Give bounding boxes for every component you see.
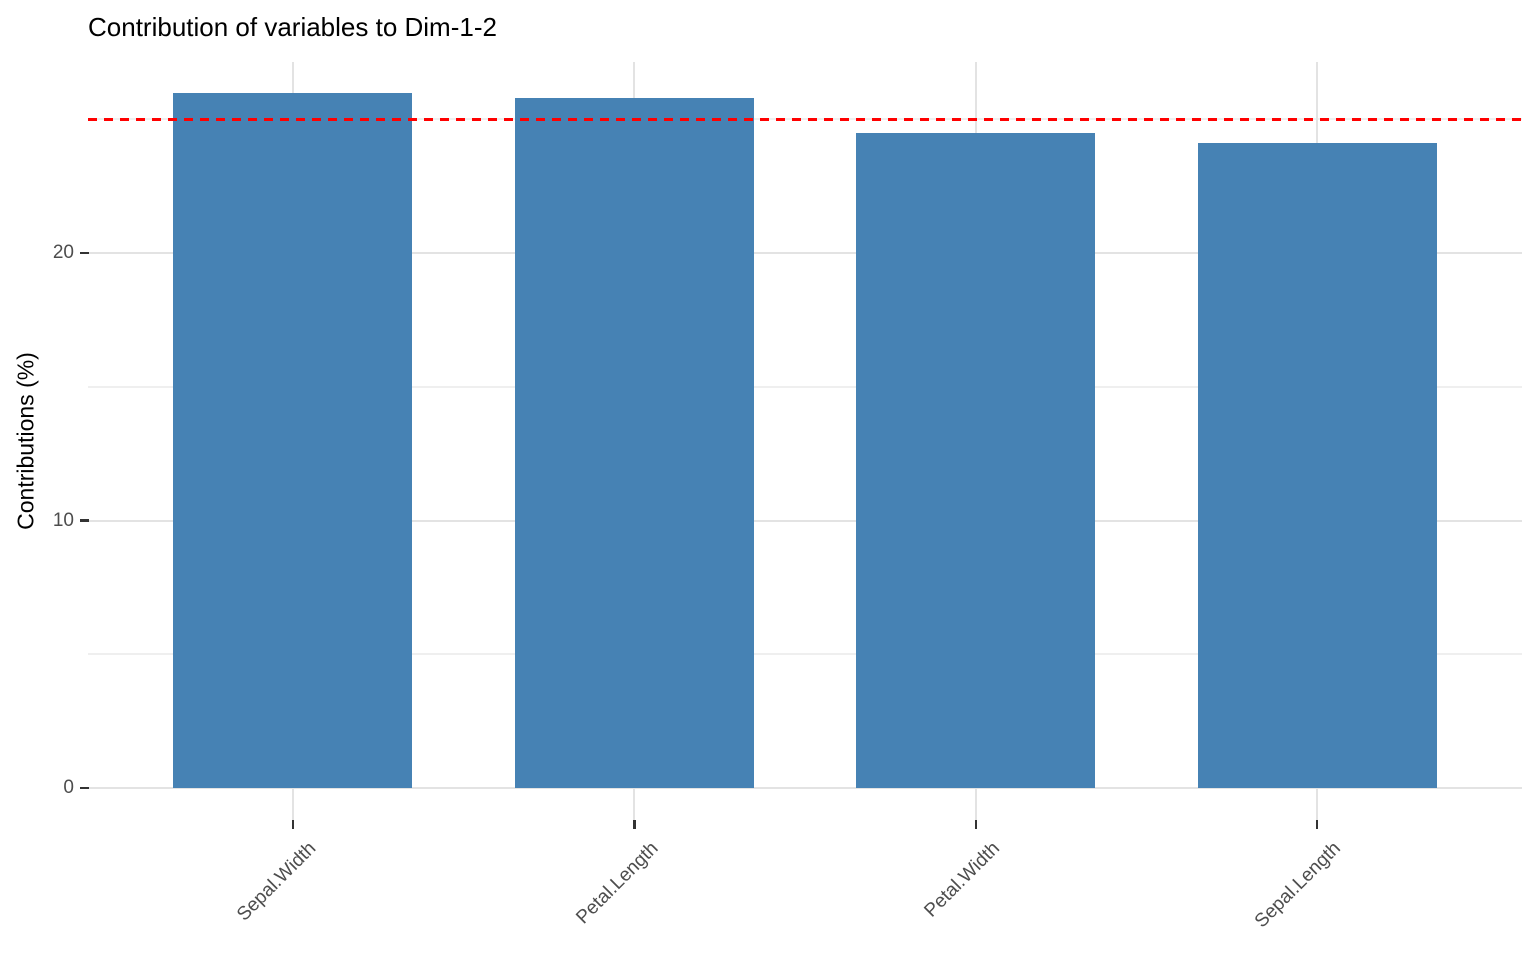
y-axis-tick-label: 0 — [63, 777, 74, 798]
y-axis-tick — [80, 519, 89, 522]
x-axis-tick — [291, 820, 295, 829]
x-axis-tick-label: Sepal.Width — [233, 838, 321, 926]
bar-sepal-width — [173, 92, 413, 788]
bar-sepal-length — [1197, 143, 1437, 788]
x-axis-tick — [974, 820, 977, 829]
h-gridline-major — [88, 519, 1522, 522]
bar-petal-length — [514, 97, 754, 788]
y-axis-title: Contributions (%) — [12, 352, 39, 530]
chart-title: Contribution of variables to Dim-1-2 — [88, 12, 497, 42]
x-axis-tick-label: Petal.Width — [920, 838, 1004, 922]
y-axis-tick-label: 20 — [52, 242, 74, 263]
x-axis-tick — [633, 820, 636, 829]
h-gridline-major — [88, 787, 1522, 789]
h-gridline-major — [88, 252, 1522, 254]
bar-petal-width — [856, 132, 1096, 788]
x-axis-tick — [1315, 820, 1319, 829]
y-axis-tick-label: 10 — [52, 509, 74, 531]
x-axis-tick-label: Petal.Length — [571, 838, 663, 929]
y-axis-tick — [80, 786, 89, 790]
x-axis-tick-label: Sepal.Length — [1250, 838, 1345, 933]
y-axis-tick — [80, 251, 89, 255]
h-gridline-minor — [88, 653, 1522, 656]
h-gridline-minor — [88, 385, 1522, 388]
reference-dashed-line — [88, 117, 1522, 121]
